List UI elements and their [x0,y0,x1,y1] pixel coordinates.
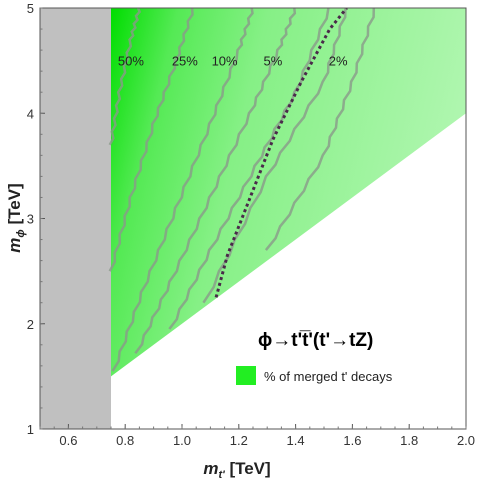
contour-line-5 [168,8,330,330]
contour-label: 5% [263,54,282,69]
allowed-region [111,8,466,377]
x-axis-title: mt' [TeV] [203,459,270,481]
x-tick-label: 0.6 [59,433,77,448]
contour-line-4 [134,8,297,354]
y-tick-label: 2 [27,317,34,332]
y-tick-label: 3 [27,212,34,227]
x-tick-label: 2.0 [457,433,475,448]
contour-line-3 [111,8,254,372]
legend: % of merged t' decays [236,366,393,385]
legend-label: % of merged t' decays [264,369,393,384]
contour-line-7 [264,8,376,251]
x-tick-label: 1.0 [173,433,191,448]
contour-label: 10% [212,54,238,69]
x-tick-label: 0.8 [116,433,134,448]
x-tick-label: 1.2 [230,433,248,448]
x-tick-label: 1.6 [343,433,361,448]
x-tick-label: 1.4 [287,433,305,448]
y-tick-label: 5 [27,1,34,16]
y-axis: 1 2 3 4 5 [27,1,45,437]
y-tick-label: 1 [27,422,34,437]
contour-label: 2% [329,54,348,69]
dashed-contour [214,8,348,298]
contour-line-1 [108,8,142,146]
legend-swatch [236,366,256,385]
y-axis-title: mϕ [TeV] [5,183,27,252]
contour-line-2 [108,8,194,272]
contour-label: 50% [118,54,144,69]
contour-label: 25% [172,54,198,69]
y-tick-label: 4 [27,106,34,121]
process-label: ϕ→t't̅'(t'→tZ) [258,330,373,351]
x-tick-label: 1.8 [400,433,418,448]
x-axis: 0.6 0.8 1.0 1.2 1.4 1.6 1.8 2.0 [39,424,475,448]
excluded-region [40,8,111,429]
contour-labels: 50% 25% 10% 5% 2% [118,54,348,69]
